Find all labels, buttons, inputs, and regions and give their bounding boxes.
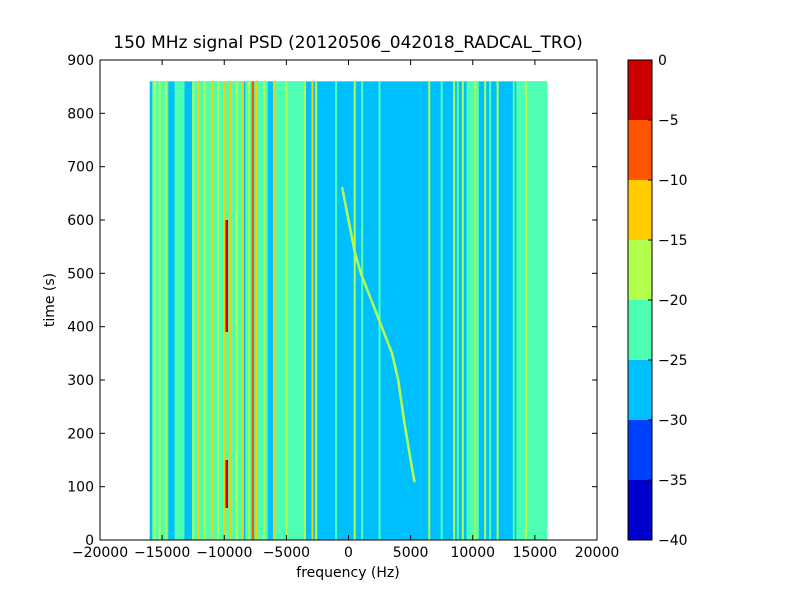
heatmap-line-19 [229, 81, 232, 540]
y-tick-label: 400 [67, 320, 94, 336]
colorbar-swatch [628, 360, 652, 420]
heatmap-line-12 [197, 81, 200, 540]
heatmap-line-25 [263, 81, 266, 540]
y-tick-label: 600 [67, 213, 94, 229]
heatmap-band-5 [273, 81, 306, 540]
chart-title: 150 MHz signal PSD (20120506_042018_RADC… [113, 33, 582, 53]
heatmap-line-43 [496, 81, 499, 540]
heatmap-line-39 [461, 81, 464, 540]
heatmap-line-41 [484, 81, 487, 540]
colorbar-tick-label: −5 [658, 113, 679, 129]
colorbar-tick-label: −15 [658, 233, 688, 249]
heatmap-line-29 [311, 81, 314, 540]
heatmap-line-42 [489, 81, 492, 540]
colorbar: −40 −35 −30 −25 −20 −15 −10 −5 0 [627, 53, 688, 549]
x-tick-label: 0 [344, 545, 353, 561]
x-tick-label: 10000 [450, 545, 495, 561]
colorbar-swatch [628, 180, 652, 240]
colorbar-swatch [628, 300, 652, 360]
colorbar-swatch [628, 420, 652, 480]
colorbar-tick-label: −40 [658, 533, 688, 549]
x-tick-label: −10000 [196, 545, 252, 561]
y-tick-label: 200 [67, 426, 94, 442]
heatmap-line-37 [453, 81, 456, 540]
heatmap-line-16 [223, 81, 226, 540]
heatmap-line-38 [456, 81, 459, 540]
heatmap-line-30 [315, 81, 318, 540]
y-tick-label: 800 [67, 106, 94, 122]
colorbar-swatch [628, 120, 652, 180]
heatmap-line-28 [304, 81, 307, 540]
x-tick-label: −20000 [72, 545, 128, 561]
x-tick-label: −5000 [263, 545, 310, 561]
heatmap-line-20 [235, 81, 238, 540]
colorbar-swatch [628, 240, 652, 300]
heatmap-line-22 [248, 81, 251, 540]
y-tick-label: 900 [67, 53, 94, 69]
heatmap-line-17 [225, 460, 229, 508]
y-axis-label: time (s) [42, 273, 58, 327]
heatmap-line-34 [378, 81, 381, 540]
plot-area: −20000 −15000 −10000 −5000 0 5000 10000 15000 20… [67, 53, 619, 561]
y-tick-label: 0 [85, 533, 94, 549]
chirp-trace [341, 186, 416, 483]
colorbar-tick-label: 0 [658, 53, 667, 69]
heatmap-line-15 [217, 81, 220, 540]
x-tick-label: −15000 [134, 545, 190, 561]
colorbar-tick-label: −25 [658, 353, 688, 369]
y-tick-label: 700 [67, 160, 94, 176]
heatmap-line-45 [525, 81, 528, 540]
heatmap-line-36 [440, 81, 443, 540]
heatmap-line-31 [335, 81, 338, 540]
heatmap-line-21 [241, 81, 244, 540]
y-tick-label: 300 [67, 373, 94, 389]
heatmap-line-9 [158, 81, 161, 540]
heatmap-line-27 [285, 81, 288, 540]
heatmap-line-32 [353, 81, 356, 540]
colorbar-swatch [628, 60, 652, 120]
heatmap-band-2 [174, 81, 185, 540]
x-tick-label: 5000 [393, 545, 429, 561]
colorbar-tick-label: −10 [658, 173, 688, 189]
spectrogram-heatmap [149, 81, 548, 540]
x-axis-label: frequency (Hz) [296, 565, 399, 581]
y-tick-label: 100 [67, 480, 94, 496]
heatmap-line-10 [164, 81, 167, 540]
heatmap-line-8 [153, 81, 156, 540]
heatmap-line-23 [251, 81, 255, 540]
colorbar-tick-label: −35 [658, 473, 688, 489]
heatmap-line-13 [203, 81, 206, 540]
heatmap-line-14 [210, 81, 213, 540]
colorbar-tick-label: −20 [658, 293, 688, 309]
y-axis-ticks: 0 100 200 300 400 500 600 700 800 900 [67, 53, 597, 549]
heatmap-line-18 [225, 220, 229, 332]
heatmap-line-24 [255, 81, 258, 540]
colorbar-tick-label: −30 [658, 413, 688, 429]
heatmap-line-35 [428, 81, 431, 540]
heatmap-line-40 [474, 81, 477, 540]
heatmap-line-44 [512, 81, 515, 540]
x-axis-ticks: −20000 −15000 −10000 −5000 0 5000 10000 15000 20… [72, 60, 619, 561]
heatmap-band-7 [516, 81, 548, 540]
heatmap-line-11 [192, 81, 195, 540]
heatmap-line-33 [361, 81, 364, 540]
heatmap-band-6 [466, 81, 479, 540]
colorbar-swatch [628, 480, 652, 540]
x-tick-label: 20000 [575, 545, 620, 561]
y-tick-label: 500 [67, 266, 94, 282]
x-tick-label: 15000 [513, 545, 558, 561]
heatmap-line-26 [272, 81, 275, 540]
